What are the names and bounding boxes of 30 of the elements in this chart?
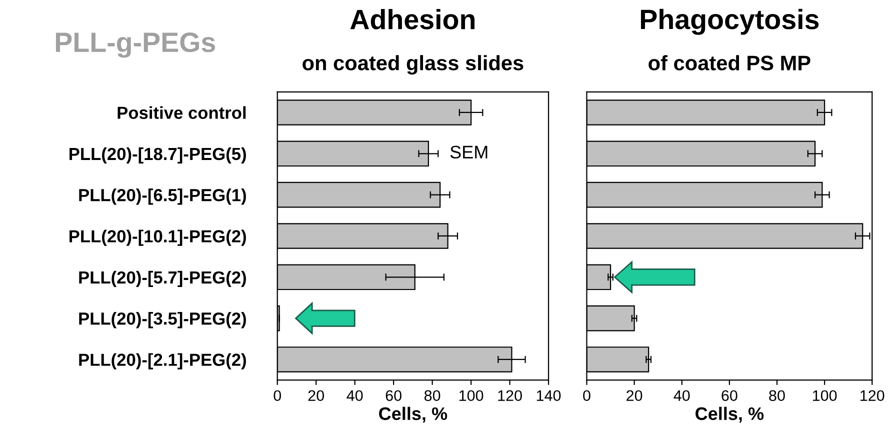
chart-title: Adhesion xyxy=(350,8,474,30)
x-tick-label: 60 xyxy=(722,390,738,402)
x-axis-title: Cells, % xyxy=(379,406,448,423)
x-tick-label: 20 xyxy=(308,390,324,402)
x-tick-label: 40 xyxy=(674,390,690,402)
chart-subtitle: on coated glass slides xyxy=(302,55,524,75)
y-tick-label: PLL(20)-[5.7]-PEG(2) xyxy=(79,270,246,288)
x-tick-label: 120 xyxy=(498,390,522,402)
y-tick-label: PLL(20)-[6.5]-PEG(1) xyxy=(79,188,246,205)
x-axis-title: Cells, % xyxy=(696,406,764,423)
x-tick-label: 0 xyxy=(274,390,282,402)
x-tick-label: 20 xyxy=(626,390,642,402)
x-tick-label: 60 xyxy=(386,390,402,402)
y-tick-label: Positive control xyxy=(118,106,246,119)
x-tick-label: 80 xyxy=(769,390,785,402)
y-tick-label: PLL(20)-[2.1]-PEG(2) xyxy=(79,353,246,370)
text: PLL-g-PEGs xyxy=(56,32,216,58)
x-tick-label: 80 xyxy=(424,390,440,402)
y-tick-label: PLL(20)-[10.1]-PEG(2) xyxy=(70,230,246,246)
y-tick-label: PLL(20)-[18.7]-PEG(5) xyxy=(70,147,246,164)
chart-subtitle: of coated PS MP xyxy=(648,55,810,70)
x-tick-label: 100 xyxy=(459,390,484,402)
x-tick-label: 140 xyxy=(536,390,561,402)
x-tick-label: 120 xyxy=(860,390,884,402)
x-tick-label: 100 xyxy=(812,390,837,402)
x-tick-label: 0 xyxy=(583,390,590,402)
y-tick-label: PLL(20)-[3.5]-PEG(2) xyxy=(79,312,246,328)
x-tick-label: 40 xyxy=(346,390,363,402)
annotation: SEM xyxy=(450,146,488,159)
chart-title: Phagocytosis xyxy=(640,8,819,35)
